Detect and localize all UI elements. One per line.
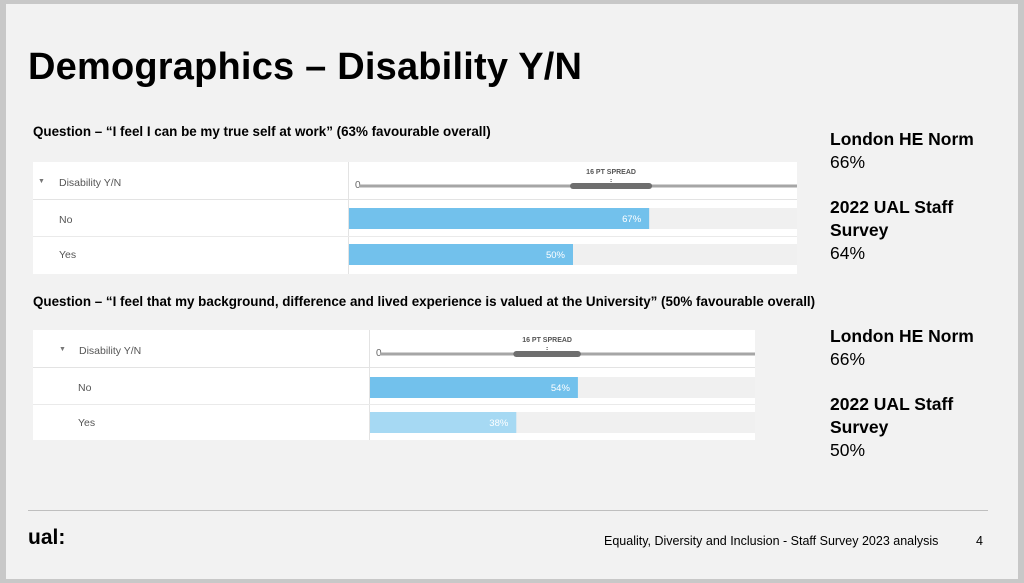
footer-text: Equality, Diversity and Inclusion - Staf… <box>604 534 939 548</box>
chart-1-benchmark-london: London HE Norm 66% <box>830 128 974 174</box>
chart-2-header-row <box>33 330 755 368</box>
chart-2-axis-zero: 0 <box>376 348 382 359</box>
bar-no <box>349 208 650 229</box>
chart-1-question: Question – “I feel I can be my true self… <box>33 124 491 139</box>
chart-2-benchmark-2022: 2022 UAL Staff Survey 50% <box>830 393 980 462</box>
chart-1-benchmark-2022: 2022 UAL Staff Survey 64% <box>830 196 980 265</box>
chart-2-benchmark-london: London HE Norm 66% <box>830 325 974 371</box>
benchmark-value: 50% <box>830 440 866 460</box>
benchmark-heading: 2022 UAL Staff Survey <box>830 197 954 240</box>
chart-2-row-label-0: No <box>78 382 92 394</box>
chart-1-bars: 16 PT SPREAD 67% 50% <box>349 169 797 265</box>
chart-1-row-label-1: Yes <box>59 249 77 261</box>
benchmark-value: 64% <box>830 243 866 263</box>
page-number: 4 <box>976 534 983 548</box>
spread-label: 16 PT SPREAD <box>522 337 572 344</box>
chart-2-bars: 16 PT SPREAD 54% 38% <box>370 337 755 433</box>
spread-label: 16 PT SPREAD <box>586 169 636 176</box>
chart-2-row-divider <box>33 404 755 405</box>
benchmark-value: 66% <box>830 349 866 369</box>
benchmark-heading: London HE Norm <box>830 326 974 346</box>
slide <box>6 4 1018 579</box>
chart-2-category-header: Disability Y/N <box>79 345 142 357</box>
footer-divider <box>28 510 988 511</box>
chart-1-axis-zero: 0 <box>355 180 361 191</box>
page-title: Demographics – Disability Y/N <box>28 46 583 88</box>
chart-2-row-label-1: Yes <box>78 417 96 429</box>
benchmark-heading: 2022 UAL Staff Survey <box>830 394 954 437</box>
bar-value-label: 38% <box>489 418 509 429</box>
chart-1-row-divider <box>33 236 797 237</box>
bar-value-label: 54% <box>551 383 571 394</box>
bar-no <box>370 377 578 398</box>
collapse-caret-icon[interactable]: ▼ <box>59 346 66 353</box>
bar-yes <box>370 412 517 433</box>
bar-value-label: 67% <box>622 214 642 225</box>
chart-1-row-label-0: No <box>59 214 73 226</box>
chart-1-panel: ▼ Disability Y/N 0 No Yes 16 PT SPREAD 67… <box>33 162 797 274</box>
bar-value-label: 50% <box>546 250 566 261</box>
collapse-caret-icon[interactable]: ▼ <box>38 178 45 185</box>
chart-1-category-header: Disability Y/N <box>59 177 122 189</box>
chart-1-label-column <box>33 162 349 274</box>
chart-1-header-row <box>33 162 797 200</box>
chart-2-panel: ▼ Disability Y/N 0 No Yes 16 PT SPREAD 54… <box>33 330 755 440</box>
ual-logo: ual: <box>28 526 66 549</box>
chart-2-question: Question – “I feel that my background, d… <box>33 294 816 309</box>
bar-yes <box>349 244 573 265</box>
benchmark-heading: London HE Norm <box>830 129 974 149</box>
benchmark-value: 66% <box>830 152 866 172</box>
chart-2-label-column <box>33 330 370 440</box>
